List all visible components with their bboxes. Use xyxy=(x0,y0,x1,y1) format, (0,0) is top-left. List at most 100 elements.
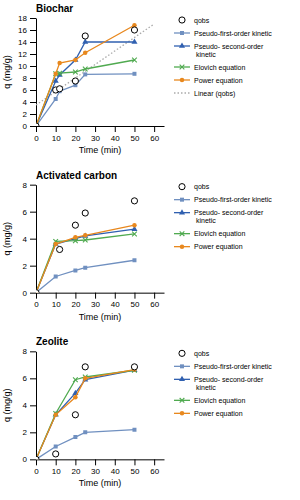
point xyxy=(36,123,39,126)
y-tick: 18 xyxy=(18,14,36,23)
y-tick: 16 xyxy=(18,26,36,35)
point xyxy=(72,222,78,228)
y-tick-label: 10 xyxy=(18,62,27,71)
y-tick-mark xyxy=(30,90,36,91)
x-tick: 60 xyxy=(150,293,159,310)
legend-label: qobs xyxy=(194,17,210,25)
x-tick-label: 0 xyxy=(34,300,39,309)
point xyxy=(82,232,88,237)
y-tick-mark xyxy=(30,266,36,267)
x-tick-mark xyxy=(36,459,37,465)
point xyxy=(83,51,88,56)
legend: qobsPseudo-first-order kineticPseudo- se… xyxy=(174,350,272,418)
x-tick: 50 xyxy=(131,459,140,476)
x-tick-label: 40 xyxy=(111,300,120,309)
x-tick: 50 xyxy=(131,293,140,310)
legend-marker xyxy=(180,364,184,368)
x-tick: 10 xyxy=(52,126,61,143)
legend-label: Elovich equation xyxy=(194,230,245,238)
x-tick-label: 50 xyxy=(131,134,140,143)
y-tick: 0 xyxy=(23,289,36,298)
y-tick-mark xyxy=(30,351,36,352)
y-axis: 02468 xyxy=(23,347,37,464)
y-tick: 4 xyxy=(23,98,36,107)
x-tick-label: 30 xyxy=(91,300,100,309)
point xyxy=(57,246,63,252)
legend-item: Pseudo- second-order kinetic xyxy=(174,376,264,391)
legend-item: Pseudo-first-order kinetic xyxy=(174,30,272,37)
point xyxy=(53,451,59,457)
series xyxy=(36,58,137,126)
y-tick-label: 12 xyxy=(18,50,27,59)
point xyxy=(132,258,136,262)
plot-area xyxy=(36,364,138,460)
series xyxy=(36,38,138,126)
x-tick: 20 xyxy=(71,126,80,143)
y-tick-label: 0 xyxy=(23,289,28,298)
line xyxy=(36,260,134,292)
x-tick: 60 xyxy=(150,126,159,143)
x-tick-mark xyxy=(75,459,76,465)
x-tick: 30 xyxy=(91,126,100,143)
x-tick-label: 30 xyxy=(91,134,100,143)
y-tick: 2 xyxy=(23,110,36,119)
point xyxy=(132,223,137,228)
legend-label: Power equation xyxy=(194,410,243,418)
x-tick-mark xyxy=(56,459,57,465)
y-tick: 12 xyxy=(18,50,36,59)
line xyxy=(36,225,134,293)
point xyxy=(82,210,88,216)
y-tick-label: 2 xyxy=(23,262,28,271)
x-tick-mark xyxy=(56,126,57,132)
series xyxy=(36,367,138,460)
point xyxy=(73,268,77,272)
figure: 0102030405060024681012141618BiocharTime … xyxy=(0,0,300,500)
y-tick-mark xyxy=(30,42,36,43)
title: Zeolite xyxy=(36,336,69,347)
legend-marker xyxy=(179,42,185,47)
x-tick-mark xyxy=(115,126,116,132)
point xyxy=(83,233,88,238)
x-tick: 0 xyxy=(34,293,39,310)
y-tick: 10 xyxy=(18,62,36,71)
legend-label: Pseudo- second-order kinetic xyxy=(194,43,264,58)
x-tick-mark xyxy=(154,459,155,465)
legend-item: Linear (qobs) xyxy=(174,90,235,98)
point xyxy=(132,72,136,76)
x-tick-label: 20 xyxy=(71,467,80,476)
x-tick-mark xyxy=(134,293,135,299)
point xyxy=(132,428,136,432)
y-tick-mark xyxy=(30,185,36,186)
x-tick: 40 xyxy=(111,126,120,143)
y-tick-mark xyxy=(30,378,36,379)
legend-label: qobs xyxy=(194,183,210,191)
x-tick-label: 20 xyxy=(71,134,80,143)
y-tick-mark xyxy=(30,126,36,127)
legend-item: Power equation xyxy=(174,77,243,85)
y-tick-label: 18 xyxy=(18,14,27,23)
y-tick: 8 xyxy=(23,181,36,190)
point xyxy=(54,274,58,278)
line xyxy=(36,25,134,126)
x-tick-label: 10 xyxy=(52,467,61,476)
legend-marker xyxy=(180,31,184,35)
legend-marker xyxy=(180,411,185,416)
y-tick-mark xyxy=(30,102,36,103)
y-tick-label: 14 xyxy=(18,38,27,47)
point xyxy=(73,235,78,240)
point xyxy=(53,413,58,418)
x-tick-label: 20 xyxy=(71,300,80,309)
y-tick-label: 0 xyxy=(23,122,28,131)
legend-label: Pseudo- second-order kinetic xyxy=(194,376,264,391)
y-tick-label: 16 xyxy=(18,26,27,35)
point xyxy=(72,78,78,84)
point xyxy=(36,457,38,459)
y-tick-label: 0 xyxy=(23,455,28,464)
x-tick: 10 xyxy=(52,293,61,310)
y-tick-mark xyxy=(30,459,36,460)
y-tick-label: 2 xyxy=(23,428,28,437)
line xyxy=(36,234,134,293)
point xyxy=(83,72,87,76)
legend-label: Power equation xyxy=(194,243,243,251)
point xyxy=(57,71,62,76)
